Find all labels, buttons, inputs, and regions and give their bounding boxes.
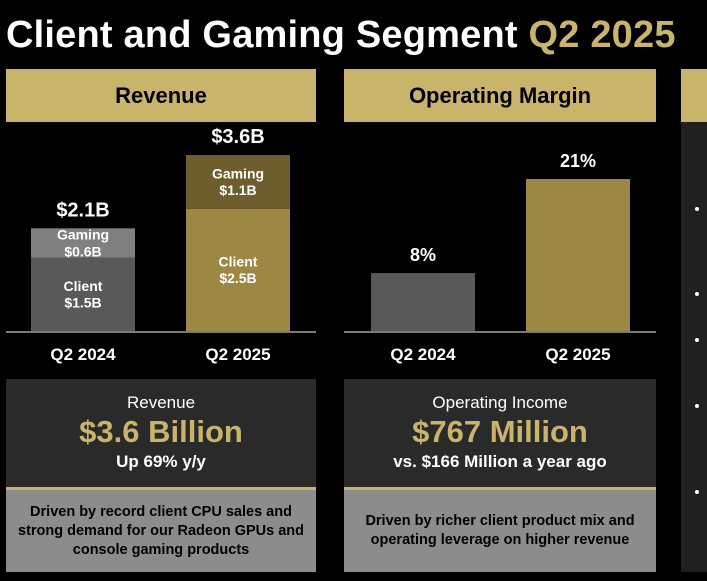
bar-value-label: 21% [560,151,596,171]
bar-value-label: 8% [410,245,436,265]
income-divider [344,487,656,490]
margin-header: Operating Margin [344,69,656,122]
bullet-dot [695,404,699,408]
bar-margin-q2-2025 [526,179,630,331]
bar-label-gaming: Gaming [212,165,264,181]
x-tick-label: Q2 2025 [545,345,610,364]
x-tick-label: Q2 2024 [390,345,456,364]
bar-client-q2-2024 [31,257,135,331]
revenue-divider [6,487,316,490]
margin-chart: 8% Q2 2024 21% Q2 2025 [344,151,656,364]
next-panel-strip [681,69,707,572]
bar-label-client: Client [64,278,103,294]
revenue-summary-box: Revenue $3.6 Billion Up 69% y/y [6,379,316,487]
bullet-dot [695,292,699,296]
bullet-dot [695,207,699,211]
next-panel-header [681,69,707,122]
bar-label-gaming: Gaming [57,227,109,243]
bullet-dot [695,338,699,342]
bullet-dot [695,490,699,494]
bar-label-client: $1.5B [64,295,101,311]
bar-gaming-q2-2024 [31,228,135,258]
revenue-value: $3.6 Billion [79,414,243,449]
income-value: $767 Million [412,414,588,449]
income-summary-box: Operating Income $767 Million vs. $166 M… [344,379,656,487]
page-title: Client and Gaming Segment Q2 2025 [6,14,676,57]
revenue-header: Revenue [6,69,316,122]
bar-label-gaming: $1.1B [219,182,256,198]
x-tick-label: Q2 2025 [205,345,270,364]
bar-client-q2-2025 [186,208,290,331]
bar-label-client: $2.5B [219,270,256,286]
bar-label-client: Client [219,253,258,269]
revenue-label: Revenue [126,393,196,412]
revenue-description: Driven by record client CPU sales and st… [6,490,316,572]
x-tick-label: Q2 2024 [50,345,116,364]
revenue-growth: Up 69% y/y [116,452,206,471]
income-comparison: vs. $166 Million a year ago [393,452,607,471]
bar-total-label: $2.1B [56,199,109,221]
bar-margin-q2-2024 [371,273,475,331]
title-main: Client and Gaming Segment [6,14,518,56]
title-highlight: Q2 2025 [528,14,676,56]
income-description: Driven by richer client product mix and … [344,490,656,572]
income-label: Operating Income [432,393,568,412]
bar-label-gaming: $0.6B [64,243,101,259]
bar-total-label: $3.6B [211,126,264,148]
bar-gaming-q2-2025 [186,155,290,209]
